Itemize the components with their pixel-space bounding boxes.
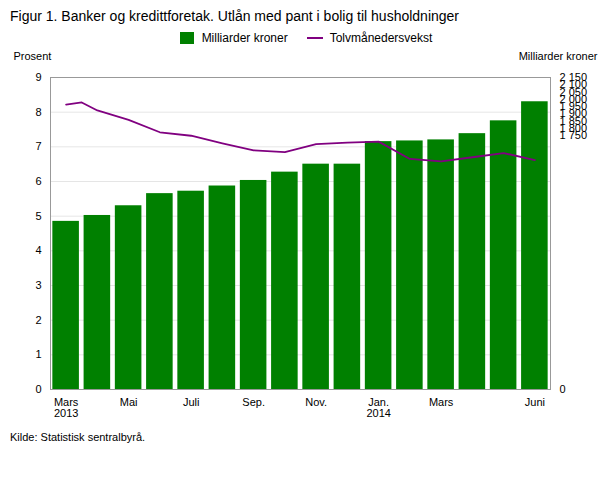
- svg-text:Juni: Juni: [525, 396, 545, 408]
- svg-text:5: 5: [35, 210, 41, 222]
- svg-text:Milliarder kroner: Milliarder kroner: [519, 50, 598, 62]
- svg-text:Nov.: Nov.: [305, 396, 327, 408]
- html-text:Kilde: Statistisk sentralbyrå.: Kilde: Statistisk sentralbyrå.: [10, 431, 146, 443]
- svg-text:1 800: 1 800: [560, 122, 588, 134]
- html-text:Milliarder kroner: Milliarder kroner: [201, 31, 288, 45]
- svg-text:4: 4: [35, 244, 41, 256]
- svg-text:0: 0: [35, 383, 41, 395]
- html-text:Figur 1. Banker og kredittfore: Figur 1. Banker og kredittforetak. Utlån…: [10, 8, 459, 24]
- svg-text:Mai: Mai: [120, 396, 138, 408]
- svg-text:2 000: 2 000: [560, 93, 588, 105]
- svg-text:Juli: Juli: [183, 396, 200, 408]
- svg-text:1 750: 1 750: [560, 129, 588, 141]
- svg-text:Jan.2014: Jan.2014: [366, 396, 390, 419]
- svg-text:1: 1: [35, 348, 41, 360]
- svg-text:7: 7: [35, 140, 41, 152]
- svg-text:8: 8: [35, 106, 41, 118]
- svg-text:Mars2013: Mars2013: [54, 396, 79, 419]
- svg-text:1 850: 1 850: [560, 115, 588, 127]
- svg-text:6: 6: [35, 175, 41, 187]
- svg-text:Prosent: Prosent: [14, 50, 52, 62]
- svg-text:2 050: 2 050: [560, 86, 588, 98]
- svg-text:2 150: 2 150: [560, 71, 588, 83]
- html-text:Tolvmånedersvekst: Tolvmånedersvekst: [329, 31, 433, 45]
- svg-text:9: 9: [35, 71, 41, 83]
- svg-text:2: 2: [35, 314, 41, 326]
- svg-text:1 950: 1 950: [560, 100, 588, 112]
- svg-text:3: 3: [35, 279, 41, 291]
- svg-text:1 900: 1 900: [560, 107, 588, 119]
- svg-text:Mars: Mars: [429, 396, 454, 408]
- svg-text:0: 0: [560, 383, 566, 395]
- svg-text:Sep.: Sep.: [242, 396, 265, 408]
- svg-text:2 100: 2 100: [560, 78, 588, 90]
